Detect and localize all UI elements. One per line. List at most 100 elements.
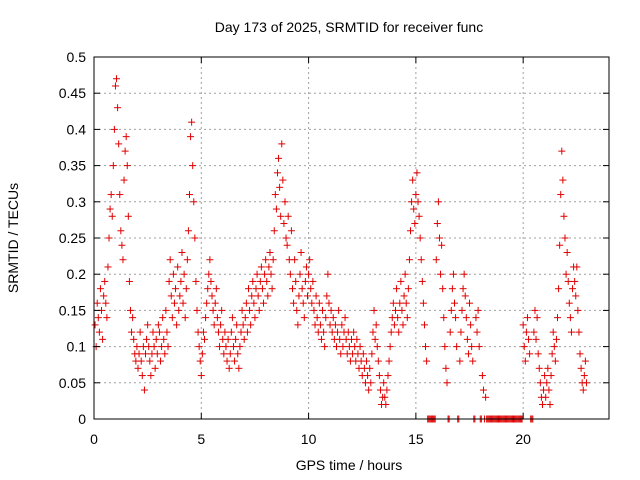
data-point [288, 285, 296, 293]
data-point [452, 314, 460, 322]
data-point [308, 299, 316, 307]
data-point [463, 335, 471, 343]
data-point [382, 401, 390, 409]
data-point [264, 292, 272, 300]
data-point [370, 306, 378, 314]
data-point [133, 343, 141, 351]
data-point [226, 350, 234, 358]
data-point [254, 292, 262, 300]
data-point [448, 285, 456, 293]
data-point [224, 335, 232, 343]
data-point [350, 328, 358, 336]
data-point [117, 227, 125, 235]
data-point [225, 364, 233, 372]
data-point [435, 234, 443, 242]
data-point [294, 321, 302, 329]
data-point [381, 393, 389, 401]
data-point [523, 314, 531, 322]
data-point [146, 357, 154, 365]
data-point [451, 299, 458, 307]
data-point [102, 299, 110, 307]
data-point [111, 82, 119, 90]
data-point [119, 256, 127, 264]
data-point [475, 343, 483, 351]
data-point [412, 191, 420, 199]
data-point [115, 140, 123, 148]
data-point [457, 328, 465, 336]
data-point [394, 314, 402, 322]
data-point [152, 335, 160, 343]
data-point [390, 321, 398, 329]
data-point [210, 321, 218, 329]
data-point [125, 277, 133, 285]
data-point [453, 343, 461, 351]
data-point [245, 285, 252, 293]
data-point [160, 335, 168, 343]
data-point [306, 256, 314, 264]
data-point [238, 306, 246, 314]
data-point [105, 234, 113, 242]
data-point [363, 357, 371, 365]
data-point [332, 343, 340, 351]
data-point [479, 386, 487, 394]
data-point [419, 299, 427, 307]
data-point [552, 335, 560, 343]
data-point [411, 220, 419, 228]
data-point [153, 350, 161, 358]
data-point [114, 104, 122, 112]
data-point [468, 343, 476, 351]
data-point [257, 263, 265, 271]
data-point [543, 379, 551, 387]
data-point [143, 335, 151, 343]
data-point [397, 277, 405, 285]
data-point [462, 314, 470, 322]
data-point [375, 372, 383, 380]
data-point [207, 277, 215, 285]
x-axis-label: GPS time / hours [296, 457, 403, 473]
data-point [542, 393, 550, 401]
data-point [275, 154, 283, 162]
data-point [321, 343, 329, 351]
data-point [113, 75, 121, 83]
data-point [290, 299, 298, 307]
data-point [204, 285, 212, 293]
data-point [202, 314, 210, 322]
data-points [91, 75, 590, 423]
data-point [383, 386, 391, 394]
data-point [185, 191, 193, 199]
data-point [279, 176, 287, 184]
data-point [106, 205, 114, 213]
data-point [301, 277, 309, 285]
data-point [122, 133, 130, 141]
data-point [253, 270, 261, 278]
data-point [228, 314, 236, 322]
data-point [467, 321, 475, 329]
data-point [404, 285, 412, 293]
data-point [246, 306, 254, 314]
data-point [396, 299, 404, 307]
data-point [469, 357, 477, 365]
data-point [458, 306, 466, 314]
data-point [222, 343, 230, 351]
data-point [576, 350, 584, 358]
data-point [564, 277, 572, 285]
data-point [203, 299, 211, 307]
data-point [300, 314, 308, 322]
data-point [541, 372, 549, 380]
data-point [138, 372, 146, 380]
x-tick-label: 20 [515, 431, 531, 447]
data-point [176, 292, 184, 300]
data-point [99, 335, 107, 343]
data-point [325, 299, 333, 307]
data-point [142, 350, 149, 358]
data-point [339, 343, 347, 351]
data-point [178, 248, 186, 256]
data-point [359, 350, 367, 358]
y-tick-labels: 0 0.05 0.1 0.15 0.2 0.25 0.3 0.35 0.4 0.45 0.5 [59, 49, 86, 427]
data-point [250, 299, 258, 307]
data-point [130, 335, 138, 343]
data-point [341, 314, 349, 322]
data-point [208, 292, 216, 300]
data-point [195, 343, 203, 351]
data-point [398, 306, 406, 314]
